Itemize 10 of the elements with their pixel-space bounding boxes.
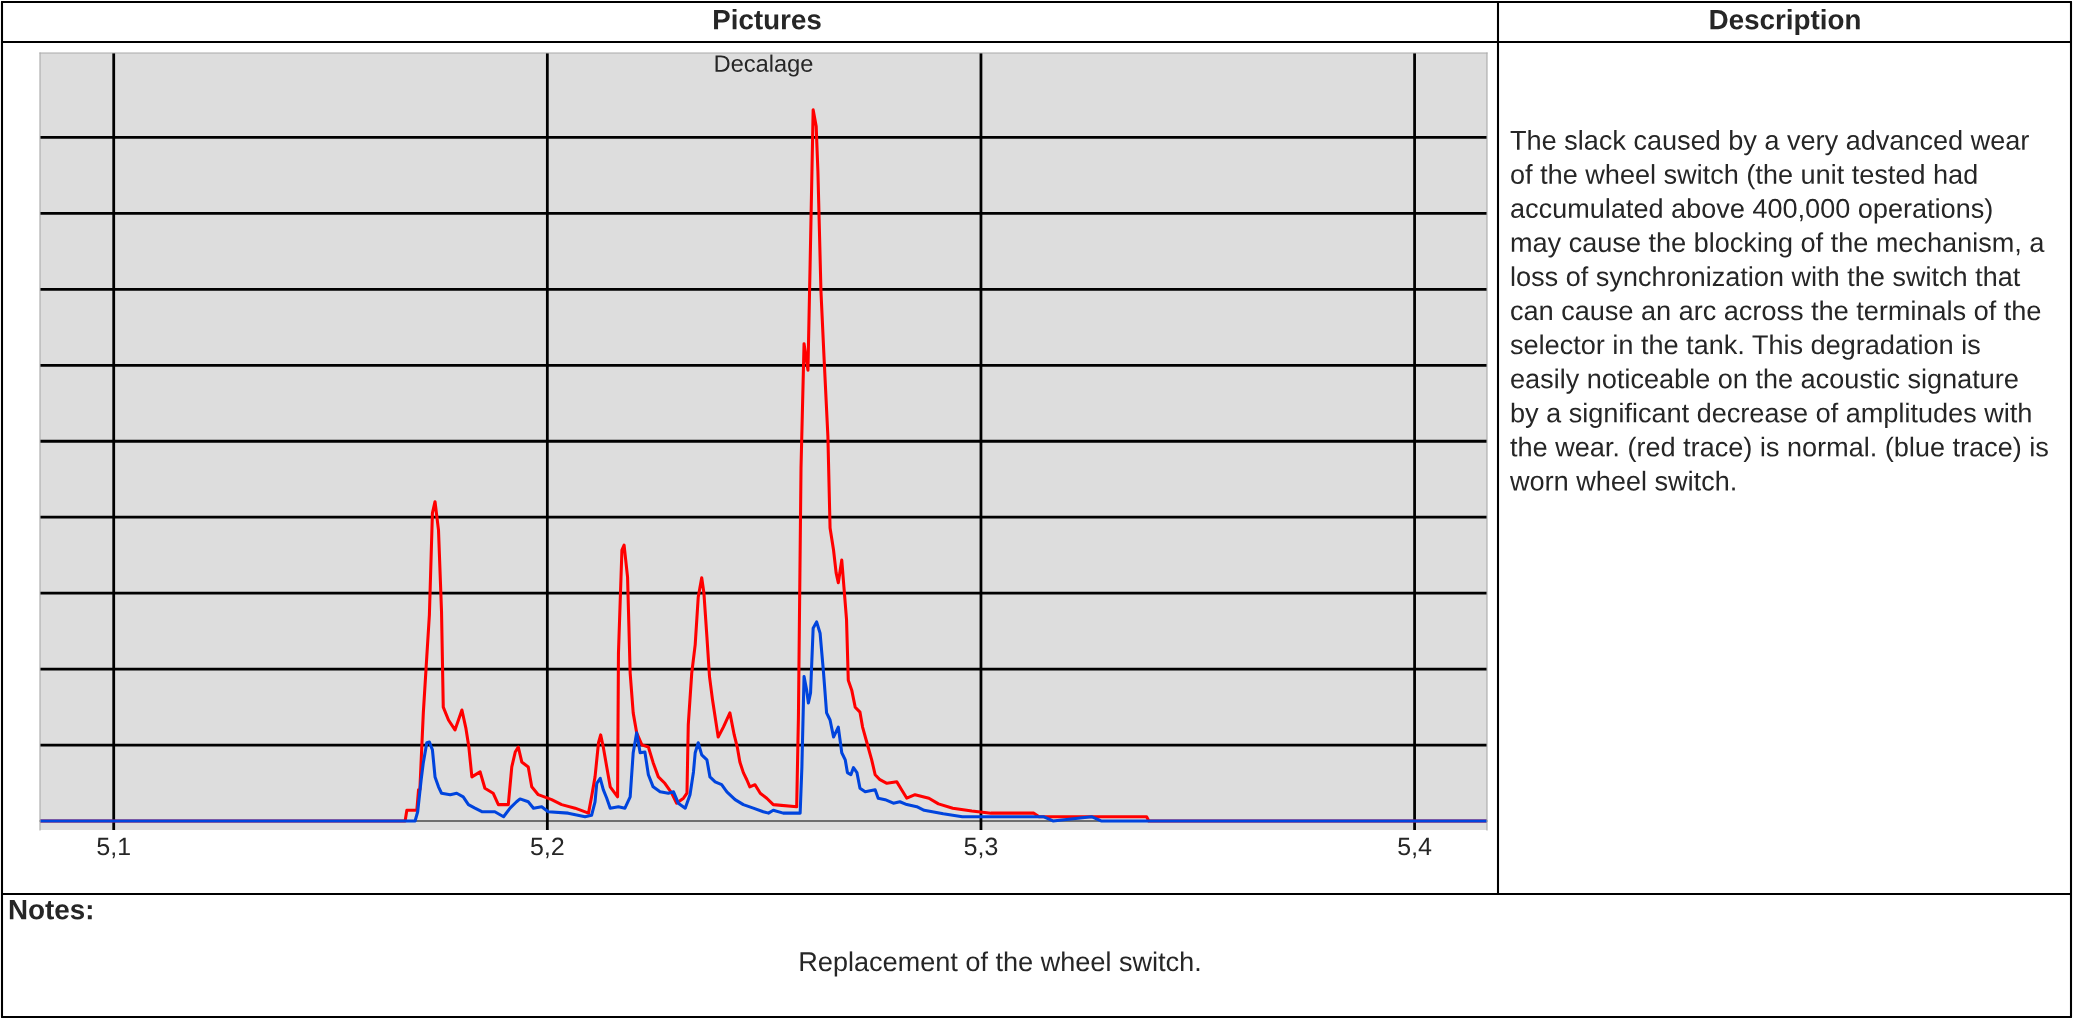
text: Pictures bbox=[714, 9, 821, 30]
text: The slack caused by a very advanced wear of the wheel switch (the unit tested had accumulated above 400,000 operations) may cause the blocking of the mechanism, a loss of synchronization with the switch that can cause an arc across the terminals of the selector in the tank. This degradation is easily noticeable on the acoustic signature by a significant decrease of amplitudes with the wear. (red trace) is normal. (blue trace) is worn wheel switch. bbox=[1509, 130, 2048, 491]
x-tick-label: 5,3 bbox=[964, 837, 998, 859]
x-tick-label: 5,1 bbox=[97, 837, 130, 859]
text: Notes: bbox=[9, 900, 92, 920]
text: Replacement of the wheel switch. bbox=[800, 951, 1200, 977]
chart-title: Decalage bbox=[715, 54, 813, 77]
x-tick-label: 5,4 bbox=[1398, 837, 1432, 859]
x-tick-label: 5,2 bbox=[530, 837, 564, 859]
text: Description bbox=[1710, 9, 1860, 35]
